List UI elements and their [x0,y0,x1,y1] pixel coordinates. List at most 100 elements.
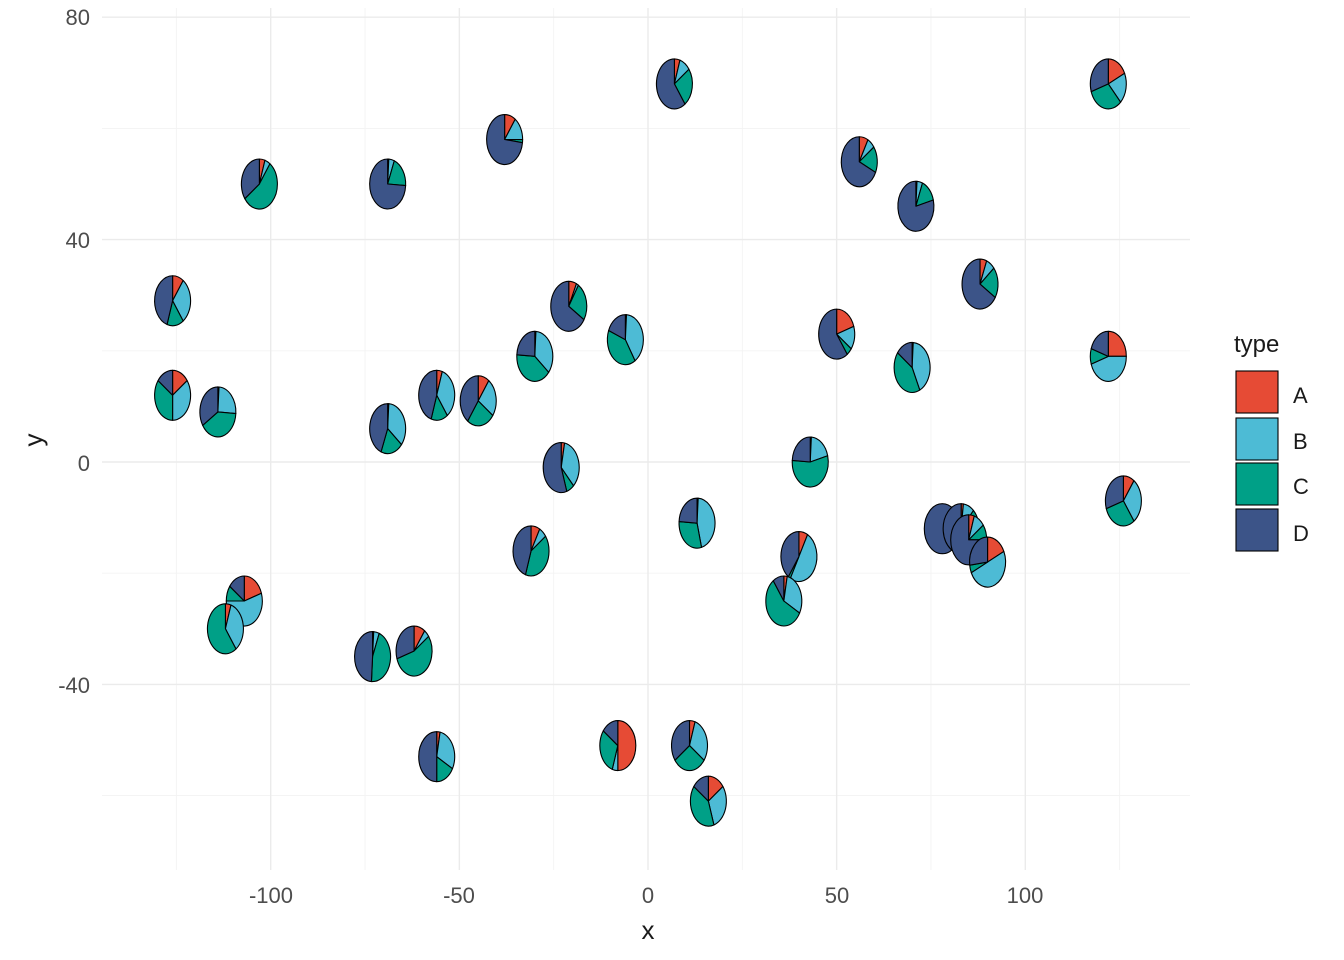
pie-slice-d [240,158,260,200]
pie-slice-d [369,403,389,453]
pie-0 [655,58,693,110]
pie-slice-d [154,275,174,326]
pie-slice-d [542,442,568,494]
pie-8 [961,258,999,310]
legend-label-a: A [1293,383,1308,408]
pie-slice-d [961,258,996,310]
pie-slice-d [1089,58,1109,93]
pie-1 [1089,58,1127,110]
pie-13 [516,330,554,382]
pie-slice-c [1090,83,1122,110]
pie-slice-c [568,284,588,321]
pie-35 [418,731,456,783]
x-tick-label: 50 [825,883,849,908]
pie-29 [969,536,1007,588]
pie-slice-b [911,341,931,391]
pie-slice-d [369,158,407,210]
pie-slice-b [688,721,709,761]
pie-21 [542,442,580,494]
legend-key-c [1235,462,1279,506]
pie-18 [199,386,237,438]
pie-37 [670,720,709,772]
pie-slice-d [693,775,709,802]
pie-slice-b [707,785,727,826]
pie-11 [818,308,856,360]
pie-27 [512,525,550,577]
pie-slice-b [696,497,716,548]
pie-slice-b [224,604,244,650]
pie-slice-c [765,580,801,627]
x-tick-label: -50 [443,883,475,908]
pie-slice-d [670,720,691,761]
pie-slice-d [1090,330,1109,357]
pie-slice-a [1107,330,1127,357]
pie-slice-b [217,386,237,415]
y-axis: -40 0 40 80 y [18,5,90,698]
pie-3 [840,136,878,188]
pie-slice-d [969,536,989,566]
pie-slice-d [395,625,415,660]
pie-slice-d [602,720,619,747]
pie-slice-d [418,369,438,420]
pie-slice-c [524,535,550,577]
pie-slice-d [354,631,374,683]
pie-33 [395,625,433,677]
x-tick-label: 0 [642,883,654,908]
pie-slice-d [791,436,811,463]
legend-key-b [1235,417,1279,461]
pie-slice-d [157,369,174,396]
pie-slice-d [772,575,785,602]
pie-slice-c [1105,500,1135,527]
pie-slice-c [673,68,693,105]
pie-slice-d [516,330,536,357]
pie-slice-c [893,352,921,393]
pie-slice-c [244,163,278,210]
pie-23 [678,497,716,549]
pie-slice-c [599,730,619,770]
pie-slice-d [818,308,848,360]
pie-slice-b [1122,480,1142,522]
y-tick-label: 0 [78,451,90,476]
legend-label-d: D [1293,521,1309,546]
pie-slice-d [486,113,524,166]
x-axis-title: x [642,915,655,945]
pie-slice-c [396,635,433,677]
pie-22 [1104,475,1142,527]
pie-slice-b [560,442,580,487]
pie-slice-c [467,400,494,427]
pie-slice-c [516,354,550,382]
pie-32 [206,603,244,655]
x-tick-label: -100 [249,883,293,908]
pie-slice-d [608,314,626,341]
pie-slice-c [678,521,703,549]
pie-slice-b [387,403,407,446]
pie-10 [606,314,644,366]
pie-slice-b [534,330,554,373]
pie-slice-b [1090,355,1127,382]
pie-17 [459,375,497,427]
pie-5 [369,158,407,210]
pie-slice-b [970,550,1007,588]
pie-38 [689,775,727,827]
pie-15 [154,369,192,421]
pie-20 [791,436,829,488]
x-axis: -100 -50 0 50 100 x [249,883,1043,945]
pie-slice-b [172,380,192,421]
pie-slice-d [550,280,585,332]
pies [154,58,1142,827]
pie-28 [780,530,818,583]
pie-7 [154,275,192,327]
x-tick-label: 100 [1007,883,1044,908]
pie-slice-c [674,745,705,772]
pie-slice-d [840,136,877,188]
pie-slice-d [512,525,532,576]
pie-slice-d [780,530,800,578]
pie-slice-d [1104,475,1124,510]
y-tick-label: 40 [66,228,90,253]
pie-slice-b [477,380,497,417]
pie-slice-b [172,279,192,322]
legend-title: type [1234,331,1279,358]
y-tick-label: -40 [58,673,90,698]
y-tick-label: 80 [66,5,90,30]
pie-12 [1089,330,1127,382]
